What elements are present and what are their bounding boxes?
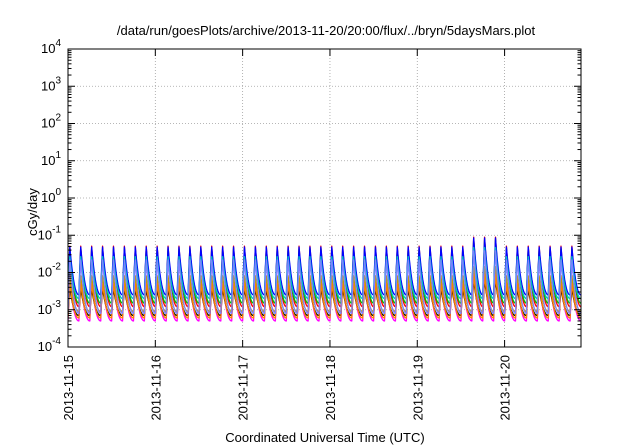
axis-ticks [67,48,581,348]
series-line [68,273,581,319]
y-tick-exponent: -2 [52,262,61,273]
y-tick-base: 10 [41,78,55,93]
x-tick-label: 2013-11-16 [148,355,163,421]
chart-title: /data/run/goesPlots/archive/2013-11-20/2… [117,23,536,38]
x-tick-label: 2013-11-18 [323,355,338,421]
x-tick-label: 2013-11-20 [498,355,513,421]
y-tick-label: 104 [41,38,61,56]
series-5 [68,246,581,300]
series-group [68,236,581,322]
y-tick-base: 10 [38,339,52,354]
y-tick-base: 10 [38,302,52,317]
y-tick-base: 10 [41,190,55,205]
series-3 [68,237,581,296]
series-line [68,237,581,296]
y-tick-exponent: 3 [55,75,61,86]
x-tick-label: 2013-11-17 [236,355,251,421]
y-tick-label: 10-1 [38,224,62,242]
y-tick-exponent: 0 [55,187,61,198]
y-tick-exponent: 4 [55,38,61,49]
y-tick-label: 10-4 [38,336,62,354]
y-tick-label: 103 [41,75,61,93]
y-tick-label: 10-2 [38,262,62,280]
y-tick-exponent: -1 [52,224,61,235]
y-tick-label: 101 [41,150,61,168]
x-tick-label: 2013-11-19 [410,355,425,421]
y-tick-base: 10 [38,265,52,280]
x-axis-label: Coordinated Universal Time (UTC) [225,430,424,445]
x-axis-tick-labels: 2013-11-15 2013-11-16 2013-11-17 2013-11-18… [61,355,513,421]
y-tick-base: 10 [41,153,55,168]
y-tick-base: 10 [41,41,55,56]
y-tick-exponent: -3 [52,299,61,310]
series-line [68,250,581,315]
series-8 [68,273,581,319]
y-tick-exponent: 1 [55,150,61,161]
y-tick-exponent: -4 [52,336,61,347]
y-tick-base: 10 [41,116,55,131]
y-tick-label: 100 [41,187,61,205]
y-tick-base: 10 [38,227,52,242]
y-axis-label: cGy/day [25,188,40,236]
y-tick-label: 102 [41,113,61,131]
series-9 [68,250,581,315]
y-tick-label: 10-3 [38,299,62,317]
series-line [68,246,581,300]
y-tick-exponent: 2 [55,113,61,124]
x-tick-label: 2013-11-15 [61,355,76,421]
